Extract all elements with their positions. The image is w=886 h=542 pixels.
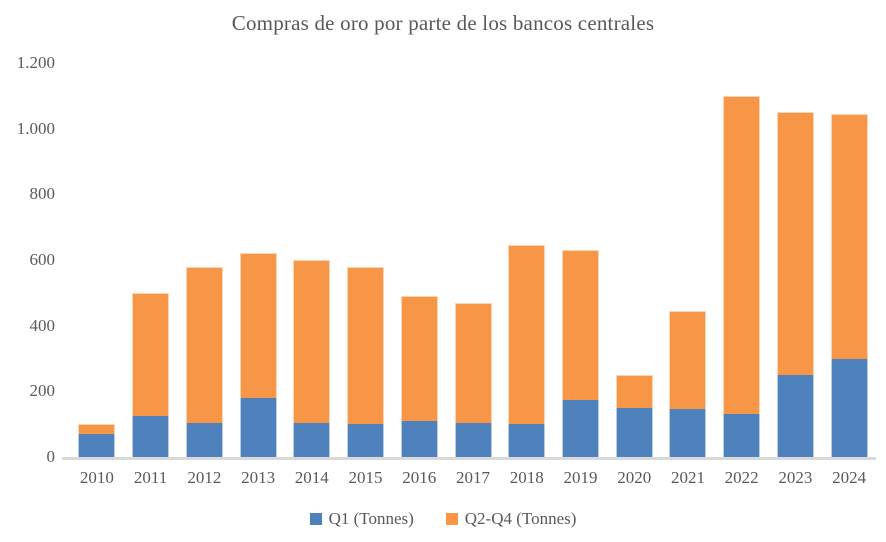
bar-2010: [70, 63, 124, 457]
x-tick-label-2022: 2022: [724, 468, 759, 487]
bar-2019: [554, 63, 608, 457]
bar-2018-q2q4-segment: [508, 245, 546, 425]
y-tick-label: 400: [29, 315, 56, 335]
x-tick-label-2015: 2015: [348, 468, 383, 487]
bar-2013: [231, 63, 285, 457]
bars-container: [70, 63, 876, 457]
bar-2024-q2q4-segment: [830, 113, 868, 359]
y-tick-label: 200: [29, 381, 56, 401]
legend-item-q2q4: Q2-Q4 (Tonnes): [445, 509, 577, 529]
bar-2011-q1-segment: [132, 415, 170, 457]
legend-label-q2q4: Q2-Q4 (Tonnes): [464, 509, 577, 528]
bar-2017-q1-segment: [454, 422, 492, 457]
x-tick-label-2014: 2014: [294, 468, 329, 487]
q1-legend-swatch-icon: [309, 513, 322, 525]
bar-2020: [607, 63, 661, 457]
x-tick-label-2011: 2011: [133, 468, 168, 487]
bar-2017: [446, 63, 500, 457]
bar-2022-q2q4-segment: [723, 95, 761, 415]
x-tick-label-2019: 2019: [563, 468, 598, 487]
bar-2012-q1-segment: [185, 422, 223, 457]
bar-2021-q1-segment: [669, 409, 707, 457]
bar-2024: [822, 63, 876, 457]
bar-2013-q1-segment: [239, 397, 277, 457]
y-tick-label: 800: [29, 184, 56, 204]
bar-2012: [177, 63, 231, 457]
y-tick-label: 1.200: [16, 53, 55, 72]
bar-2015: [339, 63, 393, 457]
plot-area: [70, 63, 876, 457]
bar-2011: [124, 63, 178, 457]
bar-2019-q1-segment: [561, 399, 599, 457]
x-tick-label-2017: 2017: [456, 468, 490, 487]
bar-2015-q1-segment: [347, 424, 385, 457]
bar-2018: [500, 63, 554, 457]
bar-2014-q2q4-segment: [293, 260, 331, 423]
bar-2017-q2q4-segment: [454, 302, 492, 423]
bar-2021: [661, 63, 715, 457]
bar-2021-q2q4-segment: [669, 310, 707, 410]
bar-2013-q2q4-segment: [239, 253, 277, 398]
bar-2020-q2q4-segment: [615, 374, 653, 408]
bar-2014-q1-segment: [293, 422, 331, 457]
bar-2014: [285, 63, 339, 457]
bar-2023-q1-segment: [776, 374, 814, 457]
x-tick-label-2023: 2023: [778, 468, 813, 487]
legend-item-q1: Q1 (Tonnes): [309, 509, 414, 529]
bar-2011-q2q4-segment: [132, 292, 170, 416]
x-axis-labels: 2010 2011 2012 2013 2014 2015 2016 2017 2018 2019…: [70, 468, 876, 488]
bar-2019-q2q4-segment: [561, 250, 599, 400]
bar-2020-q1-segment: [615, 407, 653, 457]
x-tick-label-2024: 2024: [832, 468, 867, 487]
legend: Q1 (Tonnes) Q2-Q4 (Tonnes): [0, 509, 886, 529]
x-tick-label-2013: 2013: [241, 468, 276, 487]
x-tick-label-2010: 2010: [79, 468, 114, 487]
y-tick-label: 1.000: [16, 118, 55, 138]
bar-2016-q1-segment: [400, 420, 438, 457]
bar-2016-q2q4-segment: [400, 296, 438, 421]
bar-2022-q1-segment: [723, 414, 761, 457]
bar-2015-q2q4-segment: [347, 266, 385, 425]
x-tick-label-2018: 2018: [509, 468, 544, 487]
x-tick-label-2012: 2012: [187, 468, 222, 487]
chart-title: Compras de oro por parte de los bancos c…: [231, 11, 655, 35]
x-tick-label-2016: 2016: [402, 468, 437, 487]
bar-2023-q2q4-segment: [776, 112, 814, 375]
y-tick-label: 600: [29, 250, 56, 269]
y-tick-label: 0: [46, 447, 56, 466]
legend-label-q1: Q1 (Tonnes): [328, 509, 414, 528]
bar-2010-q2q4-segment: [78, 424, 116, 435]
bar-2016: [392, 63, 446, 457]
q2q4-legend-swatch-icon: [445, 513, 458, 525]
x-tick-label-2020: 2020: [617, 468, 652, 487]
x-axis-line: [62, 457, 876, 460]
bar-2024-q1-segment: [830, 358, 868, 457]
bar-2018-q1-segment: [508, 424, 546, 457]
bar-2022: [715, 63, 769, 457]
bar-2010-q1-segment: [78, 434, 116, 457]
x-tick-label-2021: 2021: [670, 468, 705, 487]
bar-2012-q2q4-segment: [185, 266, 223, 423]
bar-2023: [769, 63, 823, 457]
